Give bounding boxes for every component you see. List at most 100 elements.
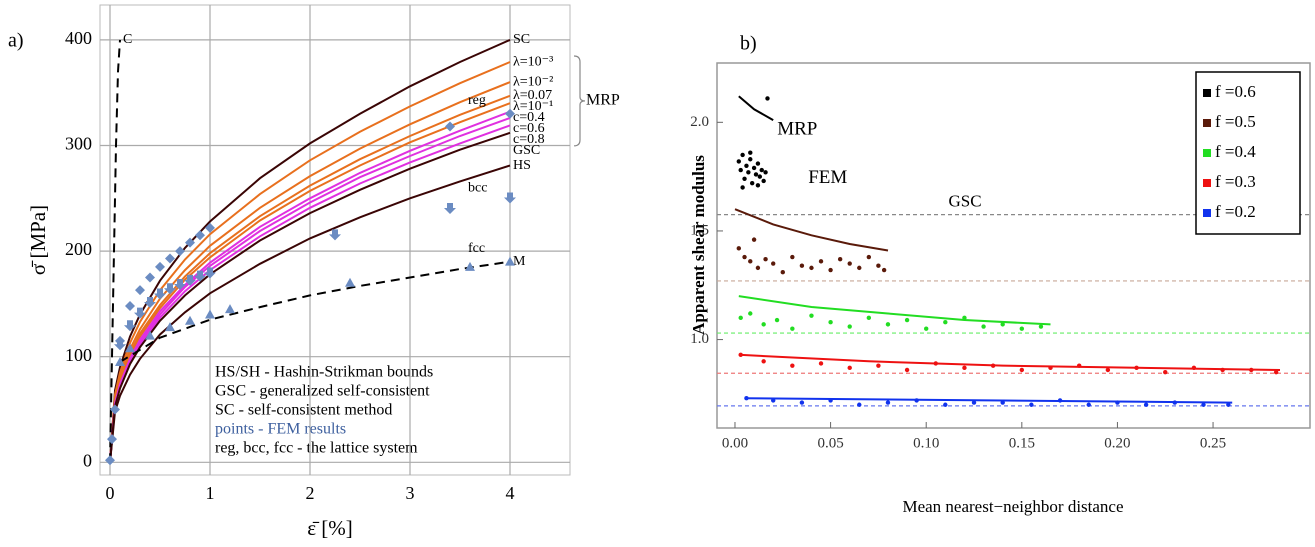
fem-point	[204, 267, 216, 279]
x-tick-label: 2	[306, 483, 315, 503]
fem-point	[755, 183, 761, 188]
fem-point	[184, 274, 196, 286]
mrp-fit	[738, 295, 1051, 326]
fem-point	[205, 222, 215, 233]
series-label: λ=10⁻³	[513, 54, 553, 69]
series-label: C	[123, 32, 132, 47]
fem-point	[828, 267, 833, 273]
x-tick-label: 4	[506, 483, 515, 503]
fem-point	[857, 402, 862, 407]
points-label: FEM	[808, 167, 847, 188]
fem-point	[1163, 369, 1168, 375]
curve	[109, 61, 511, 463]
fem-point	[837, 256, 843, 262]
fem-point	[107, 434, 117, 445]
fem-point	[185, 237, 195, 248]
fem-point	[329, 229, 341, 241]
fem-point	[145, 330, 155, 340]
series-label: reg	[468, 93, 486, 108]
fem-point	[505, 256, 515, 266]
fem-point	[1086, 402, 1091, 407]
fem-point	[746, 170, 751, 175]
fem-point	[755, 161, 761, 166]
fem-point	[445, 121, 455, 132]
fem-point	[751, 165, 757, 171]
fem-point	[195, 230, 205, 241]
fem-point	[866, 315, 872, 321]
fem-point	[194, 270, 206, 282]
fem-point	[135, 285, 145, 296]
fem-point	[736, 246, 742, 251]
fem-point	[885, 400, 891, 405]
fem-point	[763, 170, 768, 175]
x-tick-label: 0.10	[913, 435, 939, 451]
fem-point	[904, 317, 910, 323]
fem-point	[185, 315, 195, 325]
fem-point	[1000, 322, 1005, 327]
fem-point	[790, 254, 795, 260]
plot-frame	[99, 4, 571, 476]
fem-point	[155, 261, 165, 272]
fem-point	[504, 192, 516, 204]
fem-point	[761, 359, 766, 364]
fem-point	[1201, 402, 1206, 407]
fem-point	[876, 263, 881, 268]
fem-point	[165, 253, 175, 264]
fem-point	[799, 263, 805, 268]
fem-point	[1029, 402, 1034, 407]
legend-swatch	[1203, 89, 1211, 97]
fem-point	[818, 361, 824, 366]
legend-label: f =0.4	[1215, 142, 1256, 161]
x-axis-label: Mean nearest−neighbor distance	[902, 497, 1123, 516]
series-label: λ=10⁻²	[513, 74, 553, 89]
fem-point	[740, 152, 745, 158]
fem-point	[761, 178, 766, 184]
fem-point	[748, 259, 753, 264]
fem-point	[115, 356, 125, 366]
legend-label: f =0.3	[1215, 172, 1256, 191]
y-tick-label: 100	[65, 345, 92, 365]
fem-point	[904, 367, 910, 373]
fem-point	[962, 365, 967, 371]
mrp-fit	[744, 397, 1233, 404]
x-axis-label: ε̄ [%]	[307, 516, 353, 540]
fem-point	[924, 326, 929, 331]
x-tick-label: 0.20	[1104, 435, 1130, 451]
fem-point	[943, 402, 948, 407]
fem-point	[981, 324, 986, 329]
fem-point	[748, 157, 753, 162]
mrp-fit	[738, 95, 774, 121]
x-tick-label: 0.00	[722, 435, 748, 451]
series-label: c=0.6	[513, 121, 545, 136]
fem-point	[818, 259, 824, 264]
fem-point	[505, 108, 515, 119]
fem-point	[1226, 402, 1231, 407]
fem-point	[943, 319, 948, 325]
series-label: HS	[513, 158, 531, 173]
fem-point	[742, 254, 747, 260]
legend-box	[1195, 71, 1301, 235]
y-tick-label: 200	[65, 239, 92, 259]
fem-point	[1019, 367, 1025, 373]
series-label: SC	[513, 32, 530, 47]
fem-point	[866, 254, 872, 260]
fem-point	[1105, 367, 1111, 373]
fem-point	[771, 261, 776, 266]
fem-point	[1038, 324, 1044, 329]
series-label: c=0.8	[513, 132, 545, 147]
fem-point	[847, 261, 852, 266]
fem-point	[110, 404, 120, 415]
fem-point	[225, 304, 235, 314]
panel-label: a)	[8, 30, 24, 52]
fem-point	[759, 167, 764, 173]
fem-point	[742, 176, 747, 182]
legend-swatch	[1203, 209, 1211, 217]
fem-point	[761, 322, 766, 327]
y-tick-label: 1.0	[690, 331, 709, 347]
y-tick-label: 400	[65, 28, 92, 48]
fem-point	[790, 326, 795, 331]
fem-point	[164, 283, 176, 295]
fem-point	[757, 174, 763, 179]
fem-point	[125, 301, 135, 312]
